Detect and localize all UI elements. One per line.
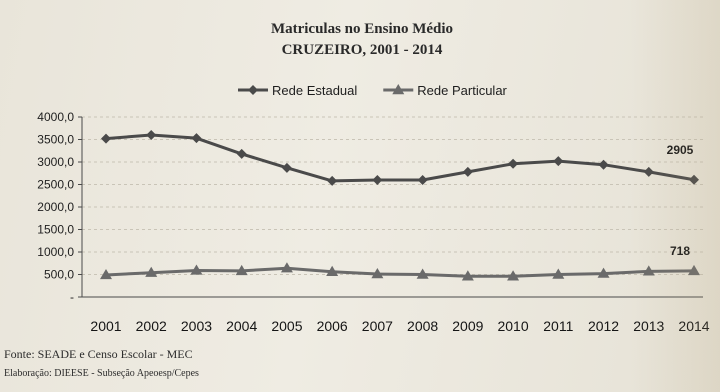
legend-item: Rede Estadual xyxy=(238,83,357,98)
data-point xyxy=(146,130,157,140)
data-point xyxy=(688,264,700,276)
data-point xyxy=(461,270,474,281)
x-axis: 2001 2002 2003 2004 2005 2006 2007 2008 2009 2010… xyxy=(82,296,710,334)
y-tick-label: 3500,0 xyxy=(37,133,74,147)
y-tick-label: 500,0 xyxy=(44,268,74,282)
x-tick-label: 2004 xyxy=(226,318,257,334)
data-point xyxy=(597,267,610,278)
x-tick-label: 2003 xyxy=(181,318,212,334)
data-point xyxy=(552,268,565,279)
x-tick-label: 2011 xyxy=(543,318,573,334)
data-point xyxy=(553,156,564,167)
x-tick-label: 2010 xyxy=(497,318,528,334)
y-tick-label: 1000,0 xyxy=(37,245,74,259)
x-tick-label: 2007 xyxy=(362,318,393,334)
data-label: 718 xyxy=(670,244,690,258)
x-tick-label: 2012 xyxy=(588,318,619,334)
y-tick-label: 3000,0 xyxy=(37,155,74,169)
data-point xyxy=(280,262,293,273)
y-tick-label: 1500,0 xyxy=(37,223,74,237)
x-tick-label: 2013 xyxy=(633,318,664,334)
y-axis: - 500,0 1000,0 1500,0 2000,0 2500,0 3000,0 3500… xyxy=(37,110,83,304)
x-tick-label: 2006 xyxy=(317,318,348,334)
legend-item: Rede Particular xyxy=(383,83,508,98)
data-label: 2905 xyxy=(667,143,694,157)
x-tick-label: 2001 xyxy=(90,318,121,334)
x-tick-label: 2014 xyxy=(678,318,709,334)
legend-marker xyxy=(248,85,258,95)
data-point xyxy=(598,159,609,170)
legend-label: Rede Particular xyxy=(417,83,507,98)
data-point xyxy=(281,162,292,173)
data-point xyxy=(372,175,383,185)
y-tick-label: 2500,0 xyxy=(37,178,74,192)
series-rede-particular xyxy=(100,262,700,281)
data-point xyxy=(101,133,111,144)
legend-label: Rede Estadual xyxy=(272,83,357,98)
series-line xyxy=(105,266,695,278)
data-point xyxy=(462,166,473,177)
data-point xyxy=(689,174,699,185)
chart-title: Matriculas no Ensino Médio xyxy=(271,21,453,37)
data-point xyxy=(508,158,519,169)
data-point xyxy=(190,264,203,275)
chart-subtitle: CRUZEIRO, 2001 - 2014 xyxy=(282,42,443,58)
data-point xyxy=(507,270,520,281)
data-point xyxy=(642,265,655,276)
series-layer xyxy=(100,130,700,281)
data-point xyxy=(643,166,654,177)
data-point xyxy=(236,148,247,159)
data-point xyxy=(326,265,339,276)
series-line xyxy=(105,133,695,183)
chart-grid xyxy=(82,116,703,275)
data-point xyxy=(371,268,384,279)
data-point xyxy=(191,133,202,144)
data-point xyxy=(100,268,112,280)
y-tick-label: 2000,0 xyxy=(37,200,74,214)
x-tick-label: 2009 xyxy=(452,318,483,334)
chart-legend: Rede Estadual Rede Particular xyxy=(238,83,508,98)
y-tick-label: - xyxy=(70,290,74,304)
y-tick-label: 4000,0 xyxy=(37,110,74,124)
data-labels: 2905 718 xyxy=(667,143,694,258)
data-point xyxy=(416,268,429,279)
data-point xyxy=(235,264,248,276)
data-point xyxy=(327,175,338,186)
data-point xyxy=(145,266,158,277)
x-tick-label: 2002 xyxy=(136,318,167,334)
series-rede-estadual xyxy=(101,130,699,186)
credit-note: Elaboração: DIEESE - Subseção Apeoesp/Ce… xyxy=(4,368,199,379)
x-tick-label: 2008 xyxy=(407,318,438,334)
source-note: Fonte: SEADE e Censo Escolar - MEC xyxy=(4,347,193,361)
x-tick-label: 2005 xyxy=(271,318,302,334)
data-point xyxy=(417,175,428,185)
legend-marker xyxy=(392,84,405,95)
